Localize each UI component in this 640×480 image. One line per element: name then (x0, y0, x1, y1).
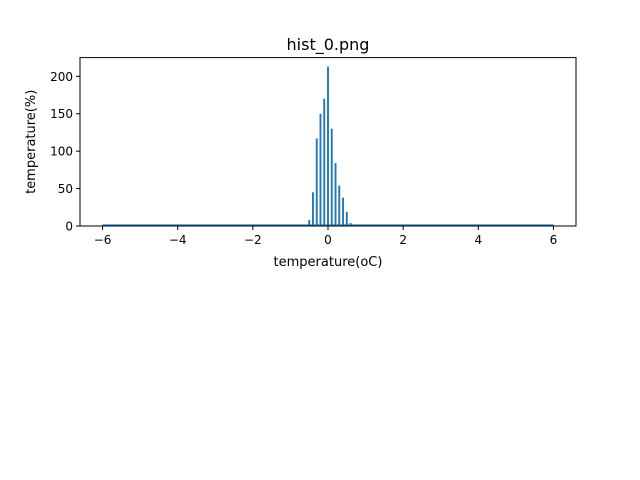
y-tick-label: 200 (50, 70, 73, 84)
y-tick-label: 100 (50, 145, 73, 159)
histogram-bar (345, 211, 348, 226)
histogram-bar (323, 98, 326, 226)
plot-area-frame (79, 57, 577, 227)
histogram-bar (319, 113, 322, 226)
x-tick-label: 4 (474, 233, 482, 247)
histogram-bar (349, 223, 352, 226)
y-tick-label: 0 (65, 220, 73, 234)
histogram-bar (304, 224, 307, 226)
x-tick-label: 0 (324, 233, 332, 247)
x-tick-label: −6 (94, 233, 112, 247)
x-tick-label: 2 (399, 233, 407, 247)
y-axis-ticks: 0 50 100 150 200 (50, 70, 80, 234)
y-axis-label: temperature(%) (24, 90, 39, 194)
histogram-bar (308, 220, 311, 226)
histogram-bar (315, 138, 318, 226)
y-tick-label: 150 (50, 107, 73, 121)
chart-title: hist_0.png (287, 35, 370, 55)
y-tick-label: 50 (58, 182, 73, 196)
histogram-bar (312, 192, 314, 226)
x-tick-label: −4 (169, 233, 187, 247)
x-tick-label: 6 (550, 233, 558, 247)
x-tick-label: −2 (244, 233, 262, 247)
x-axis-ticks: −6 −4 −2 0 2 4 6 (94, 226, 558, 247)
histogram-bar (338, 185, 341, 226)
bars-layer (304, 66, 352, 227)
histogram-bar (342, 197, 344, 226)
histogram-bar (334, 163, 337, 226)
x-axis-label: temperature(oC) (274, 255, 383, 270)
histogram-bar (327, 66, 329, 227)
histogram-bar (330, 128, 333, 226)
